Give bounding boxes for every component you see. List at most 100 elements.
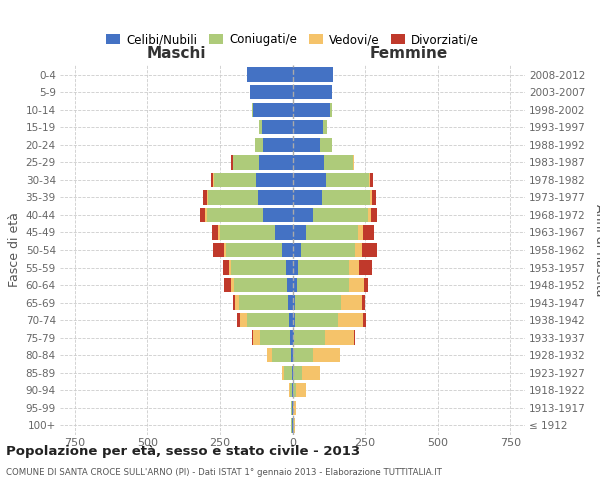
Bar	[302, 366, 320, 380]
Y-axis label: Anni di nascita: Anni di nascita	[593, 204, 600, 296]
Bar	[294, 330, 325, 345]
Bar	[293, 172, 326, 187]
Text: COMUNE DI SANTA CROCE SULL'ARNO (PI) - Dati ISTAT 1° gennaio 2013 - Elaborazione: COMUNE DI SANTA CROCE SULL'ARNO (PI) - D…	[6, 468, 442, 477]
Bar	[293, 102, 330, 117]
Bar	[349, 278, 364, 292]
Bar	[237, 313, 239, 328]
Bar	[293, 120, 323, 134]
Bar	[284, 366, 292, 380]
Bar	[296, 278, 349, 292]
Bar	[293, 190, 322, 204]
Bar	[359, 260, 372, 274]
Bar	[233, 296, 235, 310]
Bar	[230, 278, 233, 292]
Bar	[364, 313, 366, 328]
Bar	[257, 190, 293, 204]
Bar	[293, 296, 295, 310]
Bar	[289, 313, 293, 328]
Bar	[214, 172, 256, 187]
Bar	[313, 348, 340, 362]
Bar	[239, 313, 247, 328]
Bar	[272, 348, 291, 362]
Bar	[358, 226, 362, 239]
Bar	[293, 418, 295, 432]
Bar	[325, 155, 353, 170]
Bar	[250, 85, 293, 100]
Bar	[226, 243, 283, 257]
Bar	[293, 226, 307, 239]
Bar	[229, 260, 231, 274]
Bar	[362, 226, 374, 239]
Bar	[325, 330, 354, 345]
Text: Femmine: Femmine	[370, 46, 448, 62]
Bar	[313, 208, 368, 222]
Bar	[260, 330, 290, 345]
Bar	[288, 296, 293, 310]
Bar	[235, 296, 239, 310]
Bar	[353, 155, 355, 170]
Bar	[239, 296, 288, 310]
Bar	[218, 226, 220, 239]
Bar	[341, 296, 362, 310]
Bar	[253, 330, 260, 345]
Bar	[252, 102, 253, 117]
Bar	[293, 313, 295, 328]
Bar	[291, 348, 293, 362]
Bar	[293, 348, 313, 362]
Text: Maschi: Maschi	[146, 46, 206, 62]
Bar	[286, 260, 293, 274]
Bar	[296, 383, 306, 398]
Bar	[293, 85, 332, 100]
Bar	[200, 208, 205, 222]
Bar	[349, 260, 359, 274]
Bar	[368, 208, 371, 222]
Bar	[223, 260, 229, 274]
Bar	[295, 313, 338, 328]
Y-axis label: Fasce di età: Fasce di età	[8, 212, 22, 288]
Bar	[293, 208, 313, 222]
Bar	[330, 102, 332, 117]
Bar	[293, 330, 294, 345]
Legend: Celibi/Nubili, Coniugati/e, Vedovi/e, Divorziati/e: Celibi/Nubili, Coniugati/e, Vedovi/e, Di…	[101, 28, 484, 51]
Bar	[211, 172, 214, 187]
Bar	[338, 313, 364, 328]
Bar	[231, 155, 233, 170]
Bar	[293, 155, 325, 170]
Bar	[207, 208, 263, 222]
Bar	[292, 366, 293, 380]
Bar	[293, 68, 333, 82]
Bar	[326, 172, 369, 187]
Bar	[224, 243, 226, 257]
Bar	[364, 278, 368, 292]
Bar	[252, 330, 253, 345]
Bar	[233, 155, 259, 170]
Bar	[307, 226, 358, 239]
Bar	[290, 330, 293, 345]
Bar	[355, 243, 362, 257]
Bar	[282, 366, 284, 380]
Bar	[370, 172, 373, 187]
Bar	[293, 260, 298, 274]
Bar	[293, 278, 296, 292]
Bar	[256, 172, 293, 187]
Bar	[262, 120, 293, 134]
Bar	[301, 243, 355, 257]
Bar	[283, 243, 293, 257]
Bar	[293, 243, 301, 257]
Bar	[224, 278, 230, 292]
Bar	[369, 172, 370, 187]
Bar	[247, 313, 289, 328]
Bar	[362, 243, 377, 257]
Bar	[205, 208, 207, 222]
Bar	[213, 243, 224, 257]
Bar	[293, 138, 320, 152]
Bar	[220, 226, 275, 239]
Bar	[287, 278, 293, 292]
Bar	[259, 120, 262, 134]
Bar	[371, 208, 377, 222]
Bar	[293, 366, 302, 380]
Bar	[256, 138, 263, 152]
Bar	[322, 190, 370, 204]
Bar	[267, 348, 272, 362]
Bar	[362, 296, 365, 310]
